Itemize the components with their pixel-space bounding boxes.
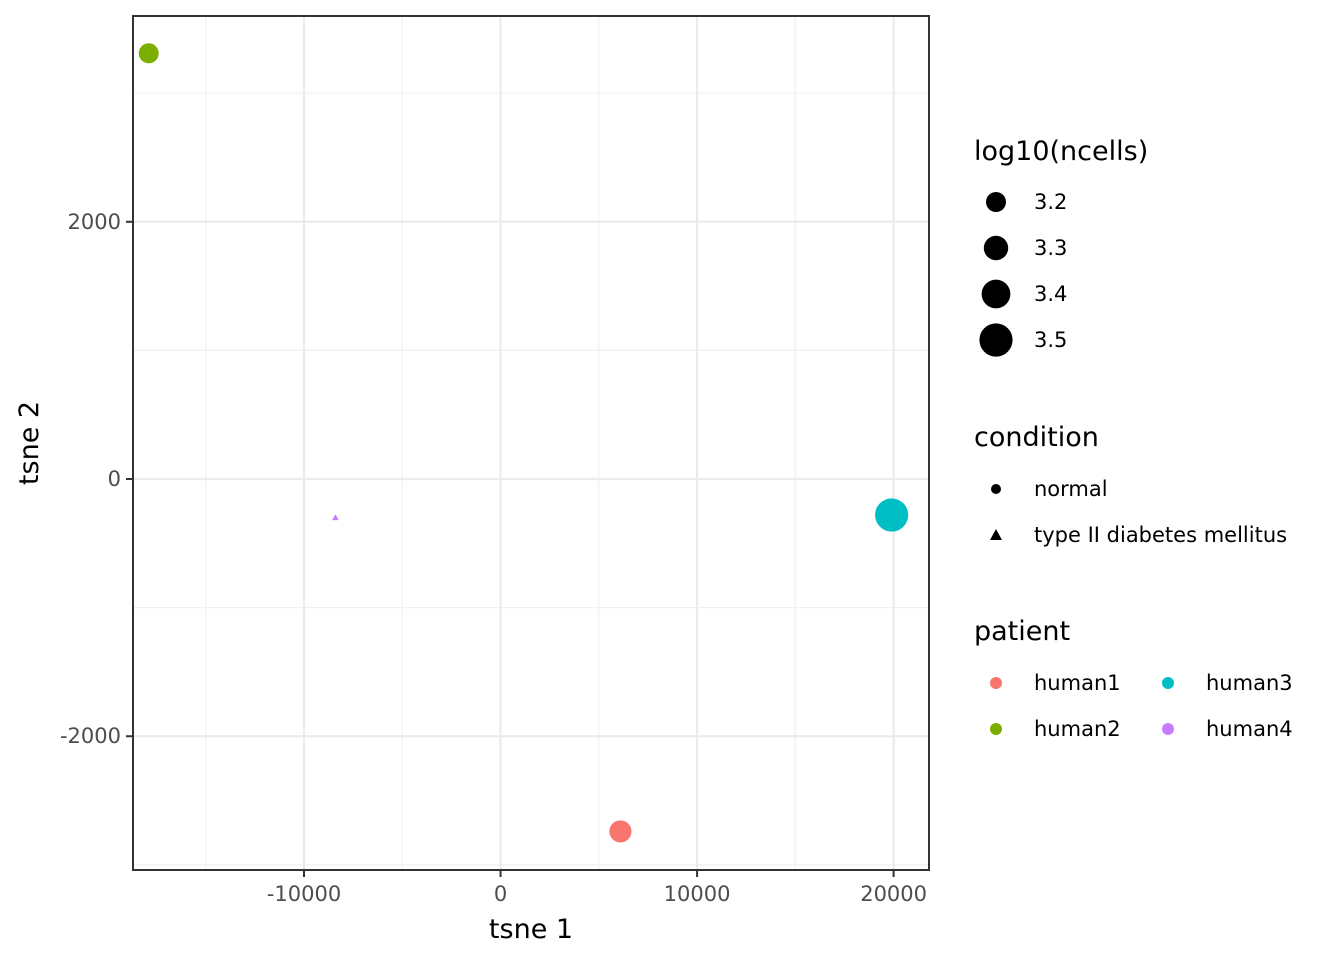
legend-title-patient: patient (974, 616, 1070, 647)
x-axis-title: tsne 1 (489, 914, 573, 945)
x-tick-label: 10000 (664, 882, 731, 906)
x-tick-label: -10000 (267, 882, 341, 906)
legend-size-key (983, 235, 1009, 261)
panel-background (133, 16, 929, 870)
legend-condition-label: normal (1034, 477, 1108, 501)
legend-patient-key-human2 (990, 723, 1002, 735)
data-points (138, 43, 909, 843)
legend-size-label: 3.3 (1034, 236, 1067, 260)
y-axis-title: tsne 2 (14, 401, 45, 485)
legend-condition-label: type II diabetes mellitus (1034, 523, 1287, 547)
legend-condition-key-triangle (990, 529, 1002, 540)
data-point-human1 (609, 820, 632, 843)
legend-size-key (986, 192, 1006, 212)
legend-title-size: log10(ncells) (974, 136, 1148, 167)
legend-patient-key-human3 (1162, 677, 1174, 689)
x-tick-label: 0 (494, 882, 507, 906)
panel-border (132, 15, 930, 871)
data-point-human3 (875, 498, 909, 532)
legend: log10(ncells) 3.2 3.3 3.4 3.5 condition normal… (974, 136, 1293, 741)
legend-patient-label: human3 (1206, 671, 1293, 695)
legend-size-label: 3.2 (1034, 190, 1067, 214)
legend-condition-key-circle (991, 484, 1001, 494)
legend-patient-label: human1 (1034, 671, 1121, 695)
legend-patient-label: human4 (1206, 717, 1293, 741)
y-tick-label: 0 (108, 467, 121, 491)
legend-size-label: 3.5 (1034, 328, 1067, 352)
legend-size-key (979, 323, 1013, 357)
plot-panel (133, 16, 929, 870)
legend-size-key (981, 279, 1011, 309)
y-tick-label: -2000 (60, 724, 121, 748)
data-point-human2 (138, 43, 159, 64)
legend-patient-label: human2 (1034, 717, 1121, 741)
legend-patient-key-human4 (1162, 723, 1174, 735)
legend-patient-key-human1 (990, 677, 1002, 689)
legend-size-label: 3.4 (1034, 282, 1067, 306)
y-tick-label: 2000 (68, 210, 121, 234)
x-tick-label: 20000 (860, 882, 927, 906)
data-point-human4 (332, 514, 339, 521)
legend-title-condition: condition (974, 422, 1099, 453)
